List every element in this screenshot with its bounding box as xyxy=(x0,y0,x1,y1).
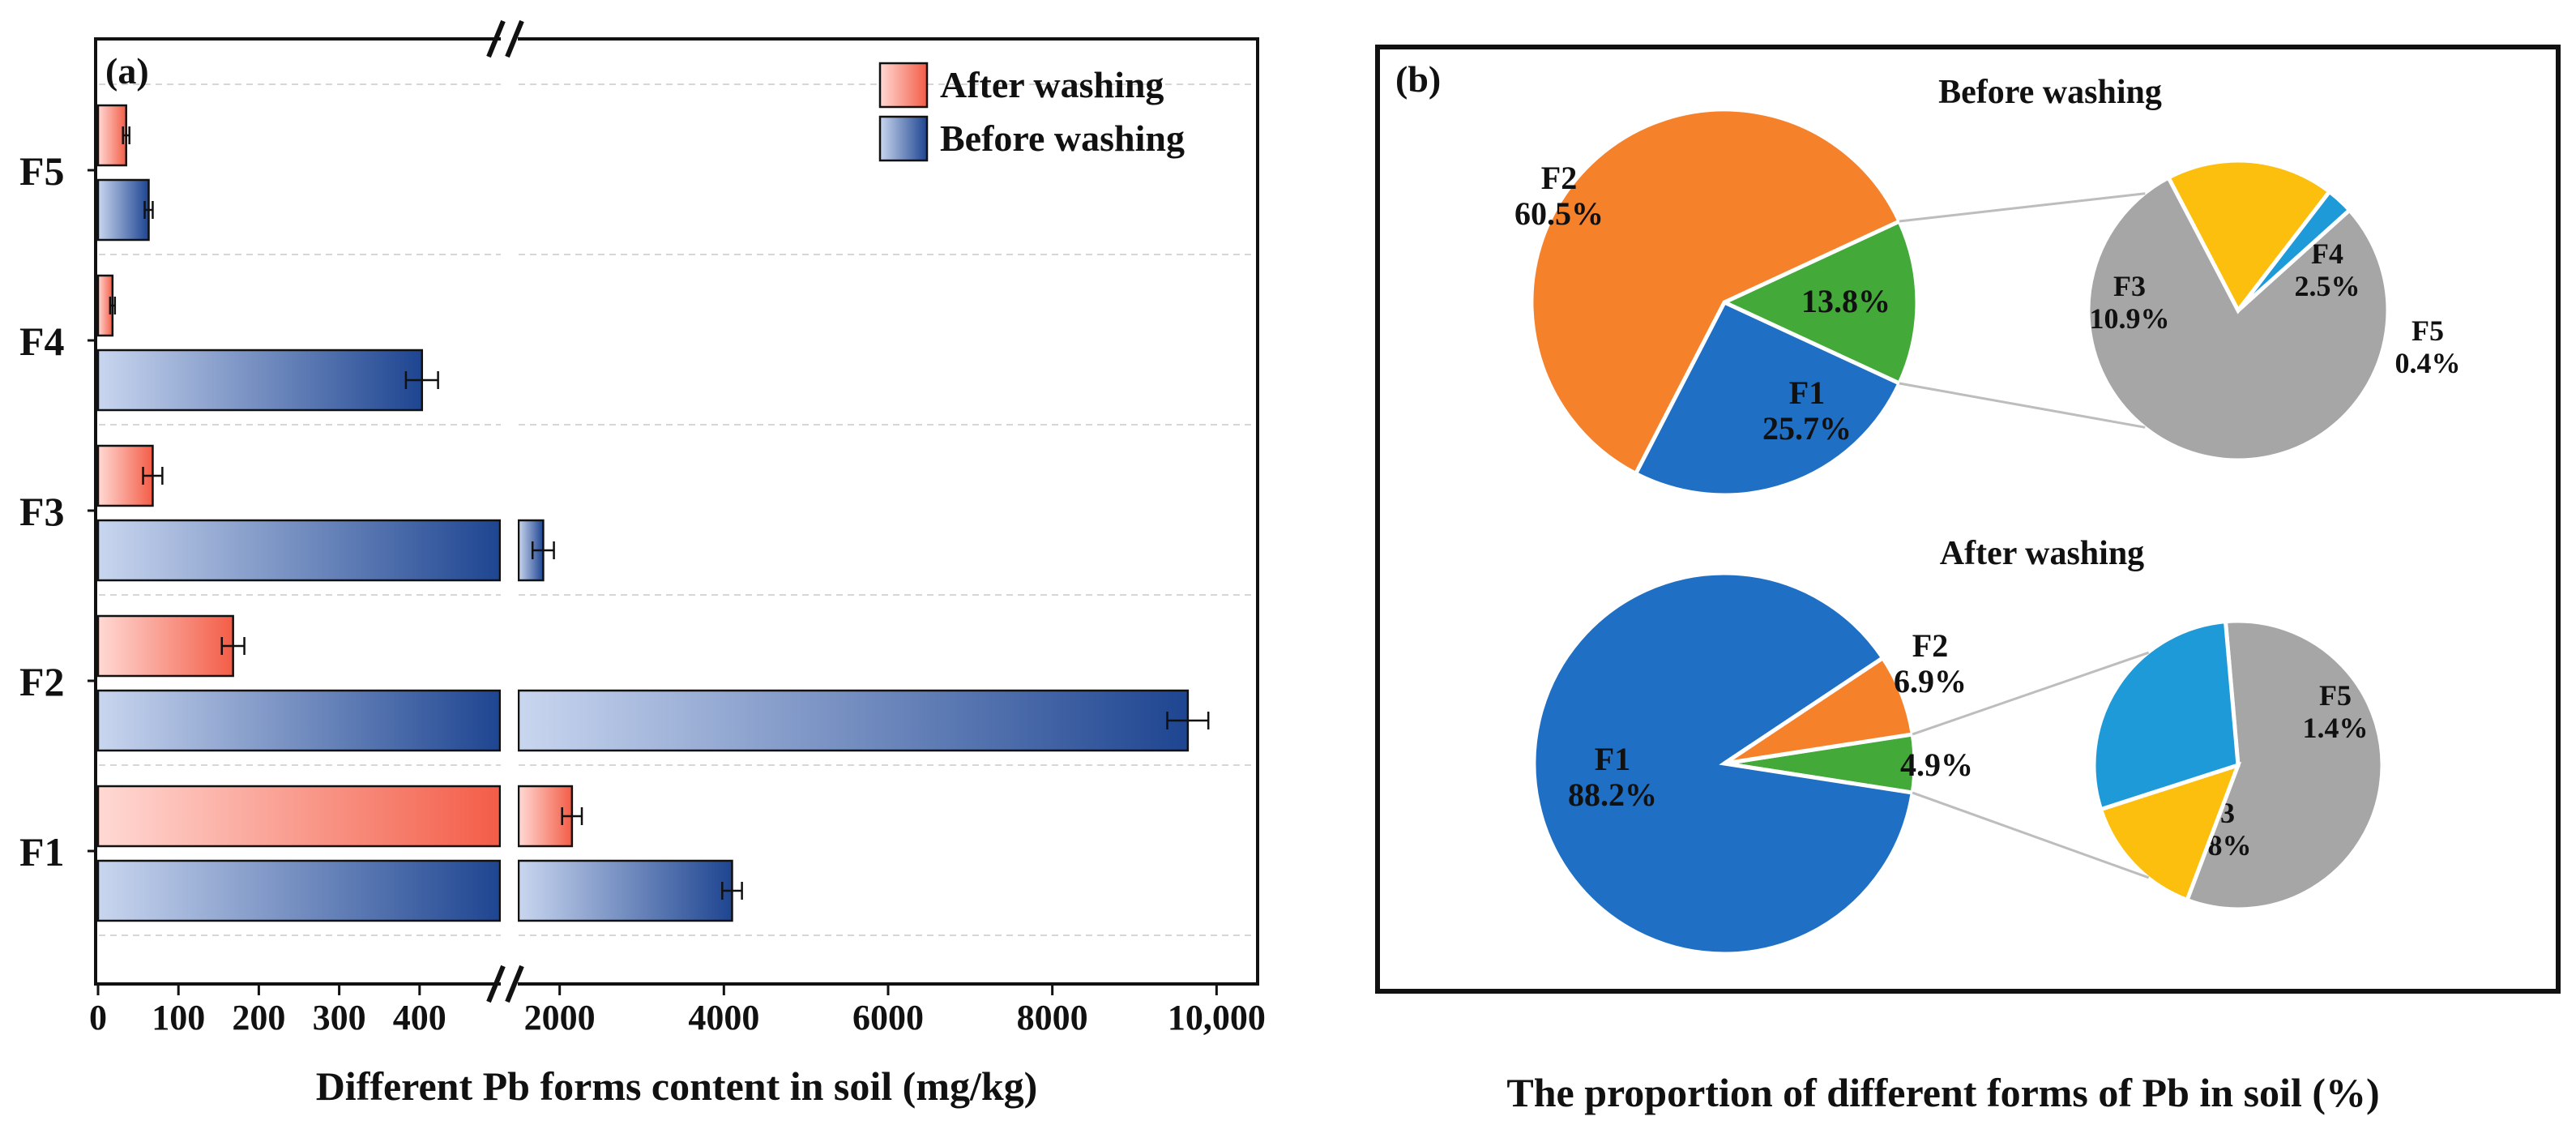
x-tick-label: 0 xyxy=(89,998,107,1037)
panel-b-frame xyxy=(1375,45,2561,994)
axis-break-slash xyxy=(486,964,506,1003)
error-bar-before-washing-f1 xyxy=(721,882,743,900)
connector-line xyxy=(1899,382,2146,429)
x-tick-label: 2000 xyxy=(524,998,596,1037)
error-bar-before-washing-f3 xyxy=(531,541,555,559)
pie-label-f1: F1 25.7% xyxy=(1762,374,1852,447)
bar-chart-panel: 0 100 200 300 400 2000 4000 6000 8000 10,000 F5 F4… xyxy=(19,19,1266,1109)
x-tick-label: 10,000 xyxy=(1168,998,1266,1037)
sub-pie-label-f4: F4 2.5% xyxy=(2295,237,2360,302)
sub-pie-slice-f5 xyxy=(2236,188,2353,312)
panel-label-b: (b) xyxy=(1395,58,1441,100)
bars xyxy=(96,104,1210,922)
x-tick-label: 6000 xyxy=(852,998,924,1037)
error-bar-before-washing-f5 xyxy=(143,201,154,219)
bar-before-washing-f4 xyxy=(96,349,424,412)
bar-after-washing-f5 xyxy=(96,104,127,167)
x-tick-label: 8000 xyxy=(1017,998,1088,1037)
axis-break xyxy=(486,19,524,1003)
error-bar-before-washing-f4 xyxy=(404,371,439,389)
pie-label-other: 13.8% xyxy=(1801,283,1890,319)
bar-before-washing-f1-part1 xyxy=(96,859,502,922)
pie-label-f2: F2 6.9% xyxy=(1894,627,1967,699)
y-category-label-f4: F4 xyxy=(19,319,65,364)
panel-b-caption: The proportion of different forms of Pb … xyxy=(1506,1070,2379,1115)
panel-label-a: (a) xyxy=(105,50,149,92)
error-bar-after-washing-f3 xyxy=(142,467,164,485)
x-tick-label: 300 xyxy=(313,998,366,1037)
legend-swatch-before-washing xyxy=(878,115,929,162)
x-tick-label: 100 xyxy=(152,998,205,1037)
axis-break-slash xyxy=(486,19,506,58)
pie-label-f1: F1 88.2% xyxy=(1568,741,1657,813)
error-bar-after-washing-f1 xyxy=(561,807,583,825)
pie-slice-f1 xyxy=(1532,571,1916,956)
pie-slice-f2 xyxy=(1529,107,1903,477)
axis-break-slash xyxy=(505,19,524,58)
error-bar-after-washing-f2 xyxy=(220,637,246,655)
connector-line xyxy=(1899,192,2146,223)
pie-chart-panel: (b) Before washing After washing 13.8% F1… xyxy=(1375,45,2561,1115)
sub-pie-slice-f3 xyxy=(2184,618,2385,912)
sub-pie-label-f3: F3 10.9% xyxy=(2090,270,2170,335)
legend: After washing Before washing xyxy=(878,62,1185,162)
sub-pie-slice-f3 xyxy=(2086,174,2390,463)
pie-slice-other xyxy=(1719,218,1920,387)
bar-after-washing-f1-part1 xyxy=(96,785,502,848)
legend-label-after-washing: After washing xyxy=(940,64,1164,105)
x-tick-label: 400 xyxy=(393,998,446,1037)
legend-swatch-after-washing xyxy=(878,62,929,109)
sub-pie-slice-f5 xyxy=(2091,618,2241,812)
error-bar-after-washing-f4 xyxy=(109,297,117,314)
sub-pie-label-f5: F5 0.4% xyxy=(2395,314,2461,379)
pie-label-f2: F2 60.5% xyxy=(1514,160,1604,232)
bar-before-washing-f5 xyxy=(96,178,150,242)
y-category-label-f3: F3 xyxy=(19,489,65,534)
bar-before-washing-f2-part2 xyxy=(517,689,1190,752)
legend-label-before-washing: Before washing xyxy=(940,118,1185,159)
bar-after-washing-f2 xyxy=(96,614,234,678)
error-bar-after-washing-f5 xyxy=(122,126,130,144)
x-tick-label: 4000 xyxy=(688,998,759,1037)
y-category-label-f1: F1 xyxy=(19,829,65,875)
axis-break-gap xyxy=(501,32,518,990)
connector-line xyxy=(1912,651,2150,736)
bar-before-washing-f1-part2 xyxy=(517,859,733,922)
bar-before-washing-f2-part1 xyxy=(96,689,502,752)
sub-pie-slice-f4 xyxy=(2165,158,2333,314)
connector-line xyxy=(1912,791,2150,879)
pie-title-after: After washing xyxy=(1940,535,2144,572)
y-axis-categories: F5 F4 F3 F2 F1 xyxy=(19,148,96,875)
y-category-label-f5: F5 xyxy=(19,148,65,194)
axis-break-slash xyxy=(505,964,524,1003)
pie-title-before: Before washing xyxy=(1938,74,2162,111)
x-tick-label: 200 xyxy=(232,998,285,1037)
error-bar-before-washing-f2 xyxy=(1166,712,1210,729)
sub-pie-label-f5: F5 1.4% xyxy=(2303,679,2369,744)
x-axis-ticks: 0 100 200 300 400 2000 4000 6000 8000 10,000 xyxy=(89,984,1266,1037)
pie-label-other: 4.9% xyxy=(1900,746,1973,783)
bar-before-washing-f3-part1 xyxy=(96,519,502,582)
y-category-label-f2: F2 xyxy=(19,659,65,704)
x-axis-title: Different Pb forms content in soil (mg/k… xyxy=(316,1063,1038,1109)
pie-before-washing: 13.8% F1 25.7% F2 60.5% F3 10.9% F4 2.5% F5 0.4% xyxy=(1514,107,2461,498)
